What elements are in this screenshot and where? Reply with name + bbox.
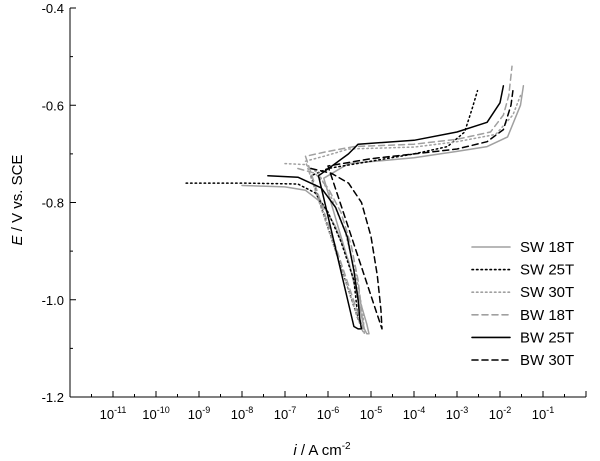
x-tick-label: 10-8 xyxy=(231,405,253,422)
legend-entry-label: SW 30T xyxy=(520,284,574,301)
series-line-sw-30t xyxy=(284,94,522,335)
series-line-bw-25t xyxy=(267,85,505,330)
y-axis: -0.4 -0.6 -0.8 -1.0 -1.2 xyxy=(42,1,76,405)
x-tick-label: 10-6 xyxy=(317,405,339,422)
x-axis: 10-11 10-10 10-9 10-8 10-7 10-6 10-5 10-4 10-3 10… xyxy=(69,391,587,422)
y-axis-title: E / V vs. SCE xyxy=(9,155,26,246)
x-tick-label: 10-11 xyxy=(100,405,127,422)
y-tick-label: -0.8 xyxy=(42,196,64,211)
x-tick-label: 10-3 xyxy=(446,405,468,422)
y-tick-label: -1.0 xyxy=(42,293,64,308)
plot-area xyxy=(69,8,586,398)
x-tick-label: 10-1 xyxy=(532,405,554,422)
y-tick-label: -1.2 xyxy=(42,390,64,405)
legend: SW 18T SW 25T SW 30T BW 18T BW 25T BW 30T xyxy=(471,239,574,369)
series-layer xyxy=(185,65,525,335)
legend-entry-label: SW 18T xyxy=(520,239,574,256)
legend-entry-label: BW 25T xyxy=(520,329,574,346)
x-tick-label: 10-4 xyxy=(403,405,425,422)
series-line-bw-18t xyxy=(297,65,513,330)
y-tick-label: -0.6 xyxy=(42,98,64,113)
x-tick-label: 10-10 xyxy=(142,405,169,422)
series-line-sw-18t xyxy=(241,85,525,335)
x-tick-label: 10-5 xyxy=(360,405,382,422)
y-tick-label: -0.4 xyxy=(42,1,64,16)
x-tick-label: 10-2 xyxy=(489,405,511,422)
series-line-bw-30t xyxy=(310,89,514,330)
x-tick-label: 10-9 xyxy=(188,405,210,422)
legend-entry-label: BW 18T xyxy=(520,307,574,324)
x-axis-title: i / A cm-2 xyxy=(293,441,351,459)
x-tick-label: 10-7 xyxy=(274,405,296,422)
legend-entry-label: SW 25T xyxy=(520,262,574,279)
legend-entry-label: BW 30T xyxy=(520,352,574,369)
